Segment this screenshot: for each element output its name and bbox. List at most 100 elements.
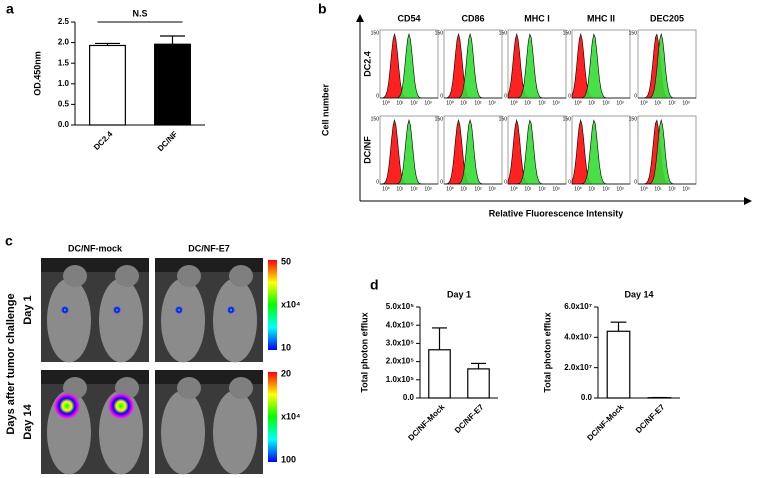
x-tick-label: 10¹ [588, 100, 596, 106]
x-tick-label: 10² [410, 100, 418, 106]
y-tick-label: 0 [440, 93, 443, 99]
x-tick-label: DC/NF [156, 129, 180, 153]
panel-letter: d [370, 277, 379, 293]
histogram-green [444, 118, 502, 185]
colorbar-label: x10⁴ [281, 299, 300, 309]
colorbar-label: 100 [281, 454, 296, 464]
bar [428, 349, 451, 399]
y-tick-label: 1.0x10⁵ [386, 375, 414, 384]
y-tick-label: 150 [435, 116, 444, 122]
x-tick-label: 10⁰ [574, 100, 582, 106]
y-tick-label: 1.0 [58, 79, 70, 88]
mouse [47, 278, 91, 363]
x-tick-label: 10³ [552, 100, 560, 106]
y-tick-label: 3.0x10⁵ [386, 339, 414, 348]
y-tick-label: 0 [568, 179, 571, 185]
colorbar [268, 372, 277, 462]
x-tick-label: 10² [602, 100, 610, 106]
signal [113, 306, 121, 314]
x-tick-label: DC2.4 [92, 129, 115, 152]
x-tick-label: 10³ [488, 100, 496, 106]
signal [175, 306, 183, 314]
x-tick-label: 10¹ [396, 186, 404, 192]
x-tick-label: 10² [668, 100, 676, 106]
sample-label: DC2.4 [362, 51, 372, 77]
histogram-green [572, 33, 630, 99]
mouse [213, 390, 257, 475]
x-tick-label: 10⁰ [640, 186, 648, 192]
panel-letter: b [318, 1, 327, 17]
y-tick-label: 0.0 [403, 393, 415, 402]
y-axis-label: Total photon efflux [542, 312, 552, 392]
y-tick-label: 0 [634, 93, 637, 99]
bar [154, 43, 191, 126]
x-tick-label: 10¹ [460, 100, 468, 106]
x-tick-label: 10¹ [460, 186, 468, 192]
x-tick-label: 10⁰ [574, 186, 582, 192]
colorbar-label: 50 [281, 256, 291, 266]
signal [61, 306, 69, 314]
histogram-green [508, 33, 566, 99]
y-tick-label: 150 [563, 116, 572, 122]
marker-label: CD54 [397, 13, 420, 23]
x-axis-label: Relative Fluorescence Intensity [489, 208, 624, 218]
x-tick-label: 10¹ [654, 186, 662, 192]
y-tick-label: 0 [568, 93, 571, 99]
y-tick-label: 6.0x10⁷ [564, 302, 592, 311]
mouse [99, 278, 143, 363]
y-tick-label: 1.5 [58, 58, 70, 67]
x-arrow-head [744, 197, 752, 205]
y-tick-label: 5.0x10⁵ [386, 302, 414, 311]
day-label: Day 1 [22, 295, 34, 324]
x-tick-label: DC/NF-Mock [585, 402, 625, 442]
side-label: Days after tumor challenge [5, 293, 17, 434]
significance-label: N.S [132, 8, 147, 18]
y-tick-label: 4.0x10⁵ [386, 320, 414, 329]
y-tick-label: 0 [376, 179, 379, 185]
mouse [213, 278, 257, 363]
mouse-head [177, 377, 201, 399]
colorbar-label: x10⁴ [281, 411, 300, 421]
mouse-head [229, 265, 253, 287]
colorbar [268, 260, 277, 350]
y-tick-label: 150 [563, 30, 572, 36]
x-tick-label: 10¹ [524, 186, 532, 192]
signal [108, 393, 134, 419]
y-tick-label: 0 [634, 179, 637, 185]
x-tick-label: 10³ [424, 186, 432, 192]
x-tick-label: 10² [474, 100, 482, 106]
histogram-green [380, 32, 438, 99]
histogram-green [380, 118, 438, 185]
chart-title: Day 1 [447, 289, 471, 299]
x-tick-label: 10² [474, 186, 482, 192]
y-tick-label: 150 [629, 116, 638, 122]
histogram-green [444, 32, 502, 99]
x-tick-label: 10⁰ [382, 186, 390, 192]
y-tick-label: 0 [504, 179, 507, 185]
x-tick-label: 10³ [682, 186, 690, 192]
y-axis-label: Cell number [320, 84, 330, 137]
y-tick-label: 150 [629, 30, 638, 36]
y-tick-label: 0 [376, 93, 379, 99]
x-tick-label: DC/NF-E7 [453, 402, 486, 435]
x-tick-label: 10⁰ [446, 100, 454, 106]
x-tick-label: 10¹ [524, 100, 532, 106]
sample-label: DC/NF [362, 136, 372, 164]
marker-label: CD86 [461, 13, 484, 23]
group-label: DC/NF-mock [68, 243, 123, 253]
mouse-head [229, 377, 253, 399]
histogram-green [638, 118, 696, 185]
histogram-green [638, 32, 696, 99]
panel-letter: c [5, 233, 13, 249]
x-tick-label: 10⁰ [446, 186, 454, 192]
y-tick-label: 2.0x10⁷ [564, 363, 592, 372]
mouse-head [177, 265, 201, 287]
x-tick-label: 10³ [616, 186, 624, 192]
x-tick-label: 10⁰ [640, 100, 648, 106]
x-tick-label: 10³ [552, 186, 560, 192]
mouse [161, 278, 205, 363]
x-tick-label: 10¹ [588, 186, 596, 192]
x-tick-label: 10⁰ [510, 100, 518, 106]
y-tick-label: 0.0 [581, 393, 593, 402]
